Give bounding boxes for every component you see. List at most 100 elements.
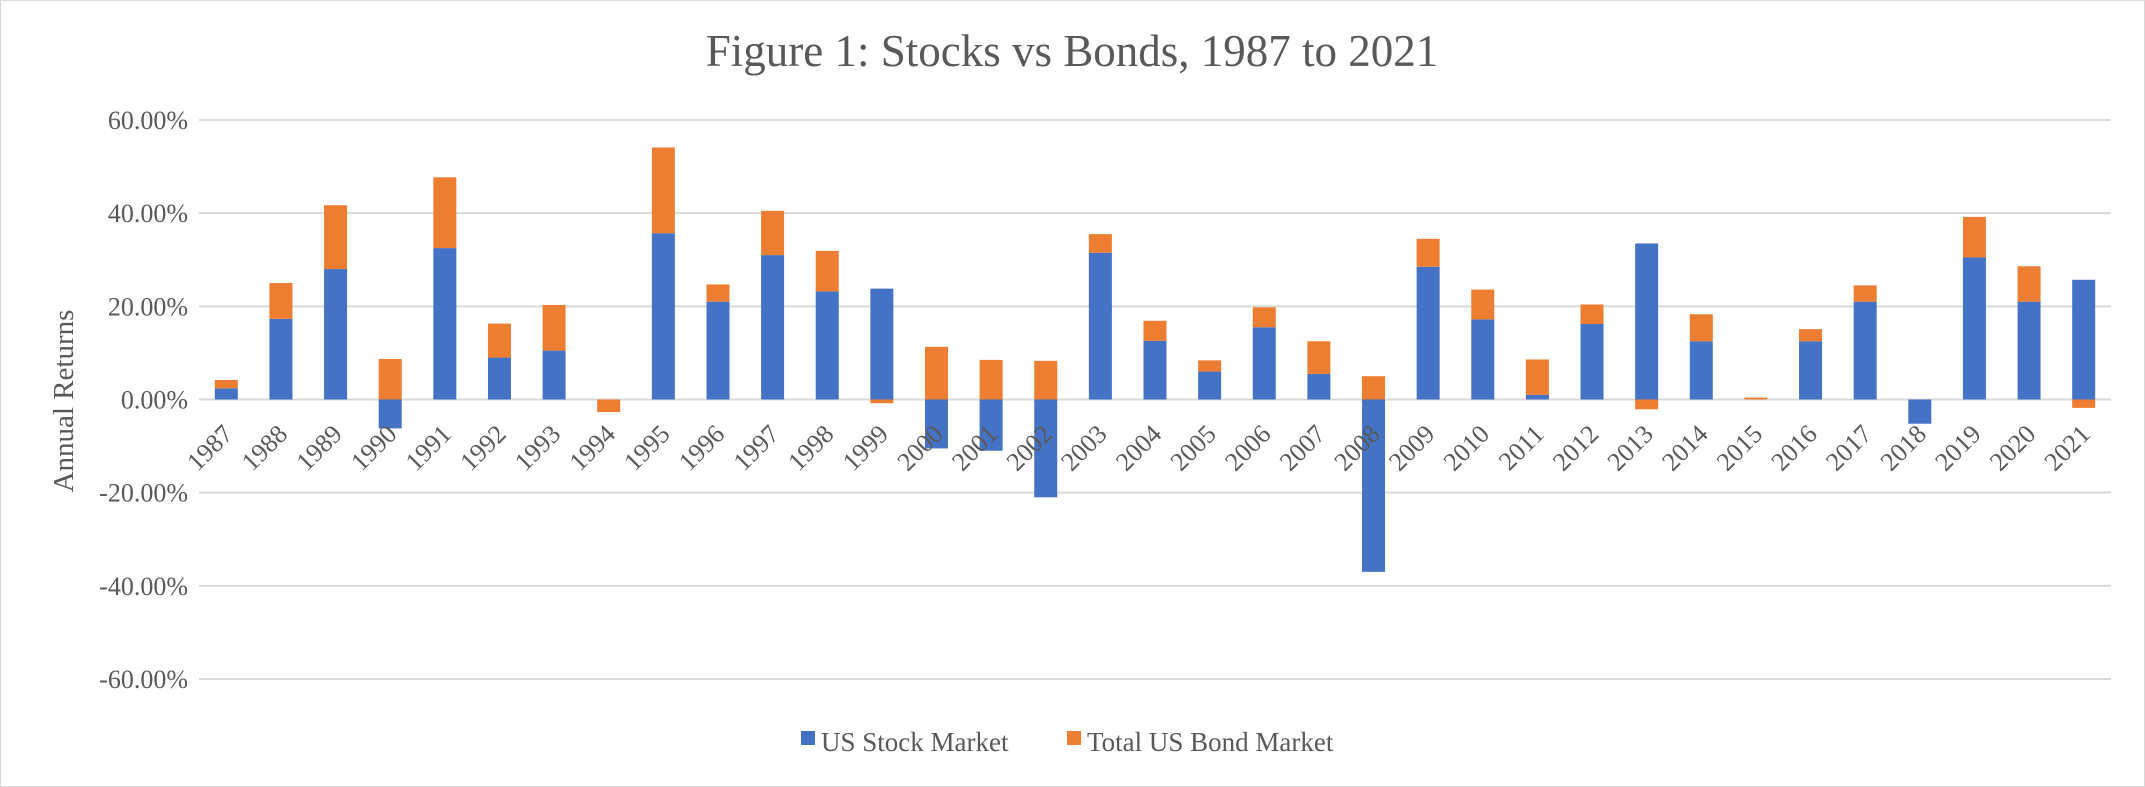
x-tick-label: 2013: [1602, 419, 1659, 476]
bond-bar: [870, 399, 894, 404]
bond-bar: [1799, 329, 1823, 342]
bond-bar: [1307, 341, 1331, 374]
x-tick-label: 1987: [181, 419, 238, 476]
stock-bar: [487, 357, 511, 400]
stock-bar: [1525, 394, 1549, 400]
stock-bar: [2017, 301, 2041, 400]
y-tick-label: -60.00%: [99, 665, 188, 694]
x-tick-label: 1994: [564, 419, 621, 476]
bond-bar: [1635, 399, 1659, 410]
x-tick-label: 1991: [400, 419, 457, 476]
bond-bar: [1525, 359, 1549, 395]
stock-bar: [1962, 257, 1986, 400]
stock-bar: [269, 318, 293, 400]
bond-bar: [1471, 289, 1495, 320]
legend-swatch-us-stock-market: [801, 731, 815, 745]
stock-bar: [1034, 399, 1058, 498]
bond-bar: [487, 323, 511, 358]
x-tick-label: 2006: [1219, 419, 1276, 476]
legend: US Stock Market Total US Bond Market: [801, 727, 1334, 757]
bond-bar: [269, 283, 293, 319]
stock-bar: [1307, 373, 1331, 400]
x-tick-label: 2019: [1929, 419, 1986, 476]
bond-bar: [378, 358, 402, 400]
stock-bar: [870, 288, 894, 400]
bond-bar: [1689, 314, 1713, 342]
y-tick-label: 0.00%: [121, 386, 188, 415]
x-tick-label: 2005: [1165, 419, 1222, 476]
bond-bar: [1252, 307, 1276, 328]
stock-bar: [433, 248, 457, 400]
gridlines: [199, 119, 2111, 680]
stock-bar: [378, 399, 402, 429]
x-tick-label: 2014: [1656, 419, 1713, 476]
x-tick-label: 2020: [1984, 419, 2041, 476]
bond-bar: [214, 379, 238, 389]
bond-bar: [924, 346, 948, 400]
x-axis-tick-labels: 1987198819891990199119921993199419951996…: [181, 419, 2096, 476]
x-tick-label: 2004: [1110, 419, 1167, 476]
y-tick-label: 40.00%: [108, 199, 188, 228]
stock-bar: [1635, 243, 1659, 400]
stock-bar: [924, 399, 948, 449]
stock-bar: [1362, 399, 1386, 572]
bond-bar: [1744, 397, 1768, 400]
bond-bar: [1416, 238, 1440, 267]
x-tick-label: 1993: [509, 419, 566, 476]
bond-bar: [1143, 320, 1167, 341]
x-tick-label: 2009: [1383, 419, 1440, 476]
bond-bar: [979, 359, 1003, 400]
bond-bar: [1034, 360, 1058, 400]
y-tick-label: -20.00%: [99, 479, 188, 508]
legend-label-us-stock-market: US Stock Market: [821, 727, 1009, 757]
bond-bar: [2017, 266, 2041, 302]
bond-bar: [1088, 234, 1112, 253]
stock-bar: [1853, 301, 1877, 400]
bond-bar: [1853, 285, 1877, 302]
stock-bar: [2072, 279, 2096, 400]
bond-bar: [597, 399, 621, 413]
x-tick-label: 2021: [2039, 419, 2096, 476]
x-tick-label: 1989: [291, 419, 348, 476]
bond-bar: [706, 284, 730, 302]
x-tick-label: 1998: [782, 419, 839, 476]
stock-bar: [651, 233, 675, 400]
stock-market-bars: [214, 233, 2096, 572]
x-tick-label: 2003: [1055, 419, 1112, 476]
x-tick-label: 1996: [673, 419, 730, 476]
x-tick-label: 1995: [618, 419, 675, 476]
x-tick-label: 2016: [1766, 419, 1823, 476]
x-tick-label: 2012: [1547, 419, 1604, 476]
stock-bar: [1143, 340, 1167, 400]
stock-bar: [1471, 319, 1495, 400]
bond-market-bars: [214, 147, 2096, 413]
x-tick-label: 1992: [454, 419, 511, 476]
legend-swatch-total-us-bond-market: [1067, 731, 1081, 745]
chart-title: Figure 1: Stocks vs Bonds, 1987 to 2021: [706, 26, 1439, 76]
stock-bar: [1088, 252, 1112, 400]
x-tick-label: 2010: [1438, 419, 1495, 476]
y-tick-label: -40.00%: [99, 572, 188, 601]
stock-bar: [815, 291, 839, 400]
stock-bar: [1198, 371, 1222, 400]
x-tick-label: 2018: [1875, 419, 1932, 476]
bond-bar: [542, 304, 566, 351]
stock-bar: [706, 301, 730, 400]
x-tick-label: 1997: [728, 419, 785, 476]
bond-bar: [2072, 399, 2096, 408]
stock-bar: [979, 399, 1003, 451]
bond-bar: [433, 177, 457, 249]
stock-bar: [1580, 324, 1604, 400]
bond-bar: [1580, 304, 1604, 325]
x-tick-label: 2017: [1820, 419, 1877, 476]
y-tick-label: 60.00%: [108, 106, 188, 135]
stock-bar: [324, 269, 348, 400]
x-tick-label: 1988: [236, 419, 293, 476]
bond-bar: [1362, 376, 1386, 400]
x-tick-label: 2011: [1493, 419, 1550, 476]
stock-bar: [761, 255, 785, 400]
stock-bar: [214, 388, 238, 400]
y-axis-title: Annual Returns: [48, 310, 80, 493]
legend-label-total-us-bond-market: Total US Bond Market: [1087, 727, 1334, 757]
